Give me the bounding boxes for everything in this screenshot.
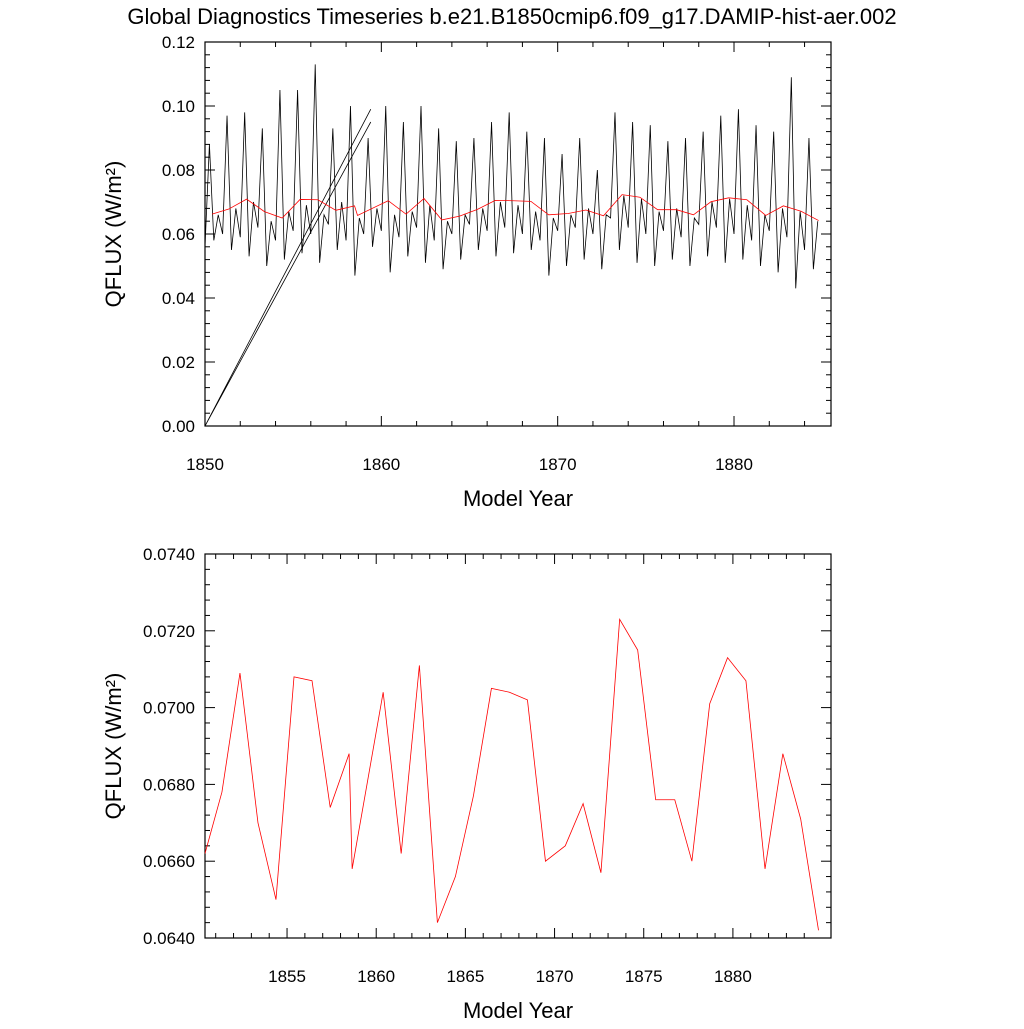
y-tick-label: 0.0660: [143, 852, 195, 871]
data-line: [204, 109, 372, 427]
chart-title: Global Diagnostics Timeseries b.e21.B185…: [127, 4, 896, 29]
y-tick-label: 0.04: [162, 289, 195, 308]
data-line: [204, 64, 819, 289]
x-tick-label: 1860: [362, 455, 400, 474]
x-axis-label: Model Year: [463, 486, 573, 511]
x-tick-label: 1850: [186, 455, 224, 474]
x-tick-label: 1865: [446, 967, 484, 986]
x-tick-label: 1875: [625, 967, 663, 986]
data-line: [204, 617, 819, 931]
y-tick-label: 0.0640: [143, 929, 195, 948]
y-tick-label: 0.08: [162, 161, 195, 180]
y-tick-label: 0.00: [162, 417, 195, 436]
y-tick-label: 0.0720: [143, 622, 195, 641]
y-tick-label: 0.0740: [143, 545, 195, 564]
y-axis-label: QFLUX (W/m²): [101, 673, 126, 820]
y-tick-label: 0.0700: [143, 699, 195, 718]
data-line: [211, 194, 819, 221]
plot-frame: [204, 553, 832, 939]
y-tick-label: 0.0680: [143, 775, 195, 794]
y-tick-label: 0.02: [162, 353, 195, 372]
plot-frame: [204, 41, 832, 427]
x-tick-label: 1880: [715, 455, 753, 474]
x-tick-label: 1860: [357, 967, 395, 986]
x-tick-label: 1870: [539, 455, 577, 474]
y-tick-label: 0.12: [162, 33, 195, 52]
x-tick-label: 1870: [536, 967, 574, 986]
x-tick-label: 1880: [714, 967, 752, 986]
y-axis-label: QFLUX (W/m²): [101, 161, 126, 308]
x-axis-label: Model Year: [463, 998, 573, 1023]
x-tick-label: 1855: [268, 967, 306, 986]
y-tick-label: 0.06: [162, 225, 195, 244]
y-tick-label: 0.10: [162, 97, 195, 116]
